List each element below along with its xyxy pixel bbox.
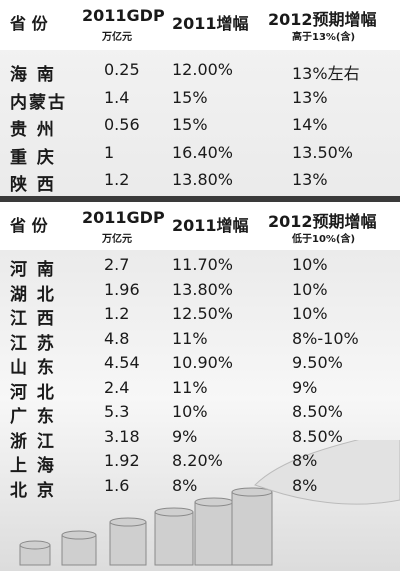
data-cell: 9% (292, 377, 318, 397)
province-cell: 湖 北 (10, 284, 56, 305)
data-cell: 8.50% (292, 426, 343, 446)
data-cell: 1.92 (104, 451, 140, 470)
data-cell: 12.00% (172, 60, 234, 79)
province-cell: 贵 州 (10, 120, 56, 140)
header-cell: 2012预期增幅 (268, 212, 377, 231)
province-cell: 江 西 (10, 309, 56, 329)
data-cell: 12.50% (172, 304, 234, 323)
data-cell: 14% (292, 115, 328, 134)
data-cell: 1.2 (104, 170, 130, 189)
header-band (0, 202, 400, 250)
data-cell: 3.18 (104, 426, 140, 446)
data-cell: 9% (172, 426, 198, 446)
data-cell: 4.54 (104, 353, 140, 372)
data-cell: 2.7 (104, 255, 130, 274)
coins-decoration (19, 440, 400, 566)
header-cell: 2011GDP (82, 208, 165, 227)
data-cell: 16.40% (172, 142, 234, 162)
province-cell: 海 南 (10, 65, 56, 85)
header-cell: 2011GDP (82, 6, 165, 25)
province-cell: 内蒙古 (10, 92, 67, 113)
divider (0, 196, 400, 202)
data-cell: 13% (292, 87, 328, 107)
province-cell: 河 北 (10, 382, 56, 403)
data-cell: 11% (172, 328, 208, 348)
data-cell: 8% (172, 475, 198, 495)
data-cell: 1.6 (104, 475, 130, 495)
header-subtext: 万亿元 (102, 32, 132, 43)
data-cell: 13.80% (172, 279, 234, 299)
header-cell: 2012预期增幅 (268, 10, 377, 29)
header-band (0, 0, 400, 50)
data-cell: 10% (292, 279, 328, 299)
province-cell: 浙 江 (10, 431, 56, 452)
data-cell: 13%左右 (292, 64, 360, 83)
header-cell: 2011增幅 (172, 14, 249, 33)
data-cell: 4.8 (104, 328, 130, 348)
province-cell: 江 苏 (10, 333, 56, 354)
data-cell: 1 (104, 142, 115, 162)
data-cell: 0.25 (104, 60, 140, 79)
data-cell: 8.20% (172, 451, 223, 470)
province-cell: 山 东 (10, 358, 56, 378)
data-cell: 15% (172, 87, 208, 107)
data-cell: 8% (292, 475, 318, 495)
header-cell: 省 份 (10, 216, 48, 235)
province-cell: 重 庆 (10, 147, 56, 168)
province-cell: 北 京 (10, 480, 56, 501)
data-cell: 8.50% (292, 402, 343, 421)
header-cell: 省 份 (10, 14, 48, 33)
data-cell: 11% (172, 377, 208, 397)
data-cell: 1.96 (104, 279, 140, 299)
header-cell: 2011增幅 (172, 216, 249, 235)
data-cell: 10.90% (172, 353, 234, 372)
data-cell: 13% (292, 170, 328, 189)
data-cell: 13.80% (172, 170, 234, 189)
data-cell: 0.56 (104, 115, 140, 134)
header-subtext: 万亿元 (102, 234, 132, 245)
data-cell: 11.70% (172, 255, 234, 274)
data-cell: 1.2 (104, 304, 130, 323)
data-cell: 15% (172, 115, 208, 134)
data-cell: 8% (292, 451, 318, 470)
data-cell: 2.4 (104, 377, 130, 397)
province-cell: 河 南 (10, 260, 56, 280)
data-cell: 13.50% (292, 142, 354, 162)
data-cell: 10% (292, 304, 328, 323)
data-cell: 1.4 (104, 87, 130, 107)
data-cell: 9.50% (292, 353, 343, 372)
header-subtext: 高于13%(含) (292, 32, 356, 43)
data-cell: 10% (172, 402, 208, 421)
data-cell: 10% (292, 255, 328, 274)
province-cell: 上 海 (10, 456, 56, 476)
data-cell: 5.3 (104, 402, 130, 421)
province-cell: 广 东 (10, 407, 56, 427)
province-cell: 陕 西 (10, 175, 56, 195)
data-cell: 8%-10% (292, 328, 359, 348)
header-subtext: 低于10%(含) (292, 234, 356, 245)
